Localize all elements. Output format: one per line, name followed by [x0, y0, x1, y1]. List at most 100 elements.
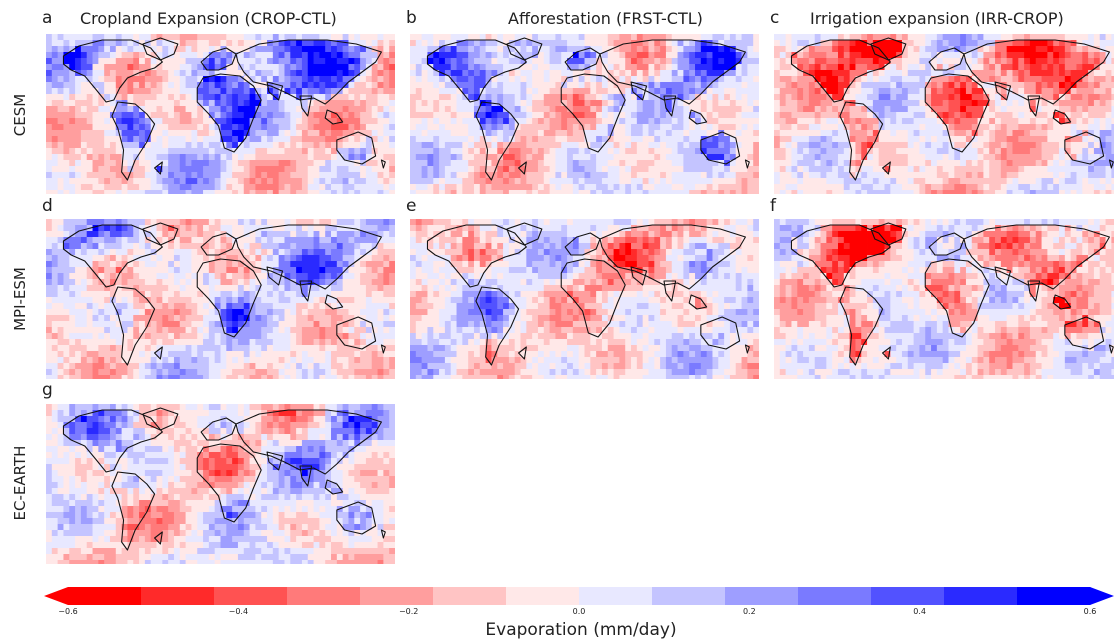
map-cell	[342, 40, 349, 47]
map-cell	[267, 40, 274, 47]
map-cell	[814, 100, 821, 107]
map-cell	[104, 34, 111, 41]
row-label-ec-earth: EC-EARTH	[11, 445, 29, 521]
map-cell	[46, 112, 53, 119]
map-cell	[313, 94, 320, 101]
map-cell	[814, 154, 821, 161]
map-cell	[354, 154, 361, 161]
map-cell	[1000, 70, 1008, 77]
map-cell	[960, 124, 967, 131]
map-cell	[878, 106, 885, 113]
map-cell	[601, 34, 609, 41]
map-cell	[774, 46, 781, 53]
map-cell	[1024, 112, 1031, 119]
map-cell	[808, 106, 816, 113]
map-cell	[1041, 94, 1048, 101]
map-cell	[51, 58, 59, 65]
map-cell	[747, 58, 754, 65]
map-cell	[296, 219, 303, 226]
map-cell	[747, 130, 754, 137]
map-cell	[468, 46, 475, 53]
map-cell	[671, 52, 678, 59]
map-cell	[689, 40, 696, 47]
map-cell	[92, 130, 99, 137]
map-cell	[284, 70, 291, 77]
map-cell	[648, 106, 655, 113]
map-cell	[485, 160, 492, 167]
map-cell	[456, 100, 463, 107]
map-cell	[69, 190, 76, 194]
map-cell	[168, 136, 175, 143]
map-cell	[803, 52, 810, 59]
map-cell	[46, 94, 53, 101]
map-cell	[543, 172, 550, 179]
map-cell	[479, 46, 487, 53]
map-cell	[642, 118, 649, 125]
map-cell	[907, 148, 914, 155]
map-cell	[360, 219, 367, 226]
map-cell	[654, 46, 661, 53]
map-cell	[415, 46, 423, 53]
map-cell	[1088, 172, 1095, 179]
map-cell	[960, 190, 967, 194]
map-cell	[220, 172, 227, 179]
map-cell	[890, 40, 897, 47]
map-cell	[747, 76, 754, 83]
map-cell	[479, 70, 487, 77]
map-cell	[995, 184, 1002, 191]
map-cell	[797, 172, 804, 179]
map-cell	[360, 58, 367, 65]
map-cell	[162, 118, 169, 125]
map-cell	[208, 130, 216, 137]
map-cell	[747, 82, 754, 89]
map-cell	[1024, 142, 1031, 149]
map-cell	[168, 160, 175, 167]
map-cell	[179, 142, 186, 149]
map-cell	[907, 88, 914, 95]
map-cell	[232, 118, 239, 125]
map-cell	[98, 225, 105, 232]
map-cell	[331, 106, 338, 113]
map-cell	[415, 184, 423, 191]
map-cell	[267, 124, 274, 131]
map-cell	[820, 184, 827, 191]
map-cell	[1035, 184, 1042, 191]
map-cell	[267, 70, 274, 77]
map-cell	[491, 160, 498, 167]
map-cell	[427, 76, 434, 83]
map-cell	[1099, 100, 1106, 107]
map-cell	[590, 178, 597, 185]
map-cell	[619, 70, 626, 77]
map-cell	[497, 76, 504, 83]
map-cell	[485, 172, 492, 179]
map-cell	[724, 166, 731, 173]
map-cell	[706, 46, 713, 53]
map-cell	[173, 160, 181, 167]
map-cell	[971, 130, 978, 137]
map-cell	[115, 94, 123, 101]
map-cell	[421, 178, 428, 185]
map-cell	[365, 130, 373, 137]
map-cell	[983, 130, 990, 137]
map-cell	[747, 40, 754, 47]
map-cell	[168, 76, 175, 83]
map-cell	[360, 190, 367, 194]
map-cell	[925, 100, 932, 107]
map-cell	[832, 142, 839, 149]
map-cell	[514, 94, 521, 101]
map-cell	[301, 76, 309, 83]
map-cell	[925, 88, 932, 95]
map-cell	[520, 64, 527, 71]
map-cell	[613, 184, 620, 191]
panel-letter-g: g	[42, 380, 53, 400]
map-cell	[931, 76, 938, 83]
map-cell	[567, 154, 574, 161]
map-cell	[191, 70, 198, 77]
map-cell	[826, 40, 833, 47]
map-cell	[139, 34, 146, 41]
map-cell	[92, 100, 99, 107]
map-cell	[133, 76, 140, 83]
map-cell	[665, 64, 673, 71]
map-cell	[837, 100, 845, 107]
map-cell	[69, 106, 76, 113]
